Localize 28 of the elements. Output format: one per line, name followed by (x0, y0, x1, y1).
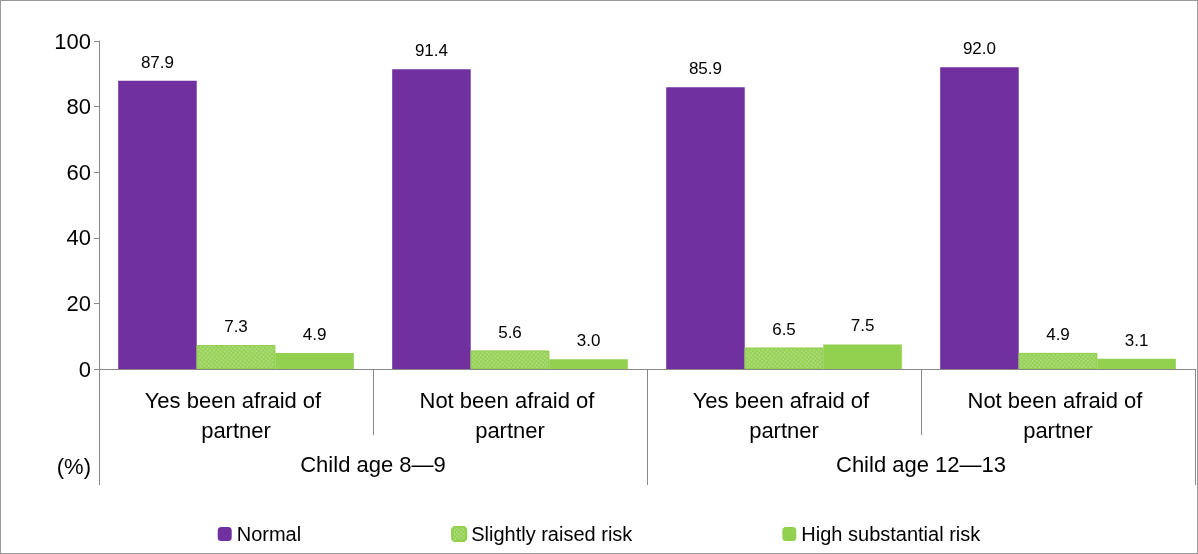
text: 85.9 (688, 59, 722, 79)
y-tick-label: 80 (66, 94, 91, 120)
text: 3.1 (1124, 330, 1149, 350)
text: 5.6 (498, 322, 522, 342)
legend-label: Normal (236, 523, 302, 545)
y-tick-label: 60 (66, 159, 91, 185)
y-tick-label: 100 (54, 28, 91, 54)
text: 91.4 (414, 41, 448, 61)
x-tick-label: Yes been afraid of partner (692, 387, 876, 443)
x-tick-label: Not been afraid of partner (419, 387, 601, 443)
text: 92.0 (962, 39, 996, 59)
text: Child age 12—13 (835, 451, 1007, 477)
text: 4.9 (1046, 324, 1070, 344)
text: Child age 8—9 (300, 451, 446, 477)
text: 6.5 (772, 319, 796, 339)
x-tick-label: Yes been afraid of partner (144, 387, 328, 443)
text: 4.9 (302, 324, 327, 344)
legend-label: Slightly raised risk (471, 523, 634, 545)
text: 7.5 (850, 316, 875, 336)
y-tick-label: 40 (66, 225, 91, 251)
x-tick-label: Not been afraid of partner (967, 387, 1149, 443)
legend-label: High substantial risk (801, 523, 982, 545)
text: 87.9 (140, 52, 174, 72)
y-axis-title: (%) (56, 453, 91, 479)
text: 7.3 (224, 317, 248, 337)
text: 3.0 (576, 331, 601, 351)
y-tick-label: 20 (66, 290, 91, 316)
y-tick-label: 0 (78, 356, 91, 382)
